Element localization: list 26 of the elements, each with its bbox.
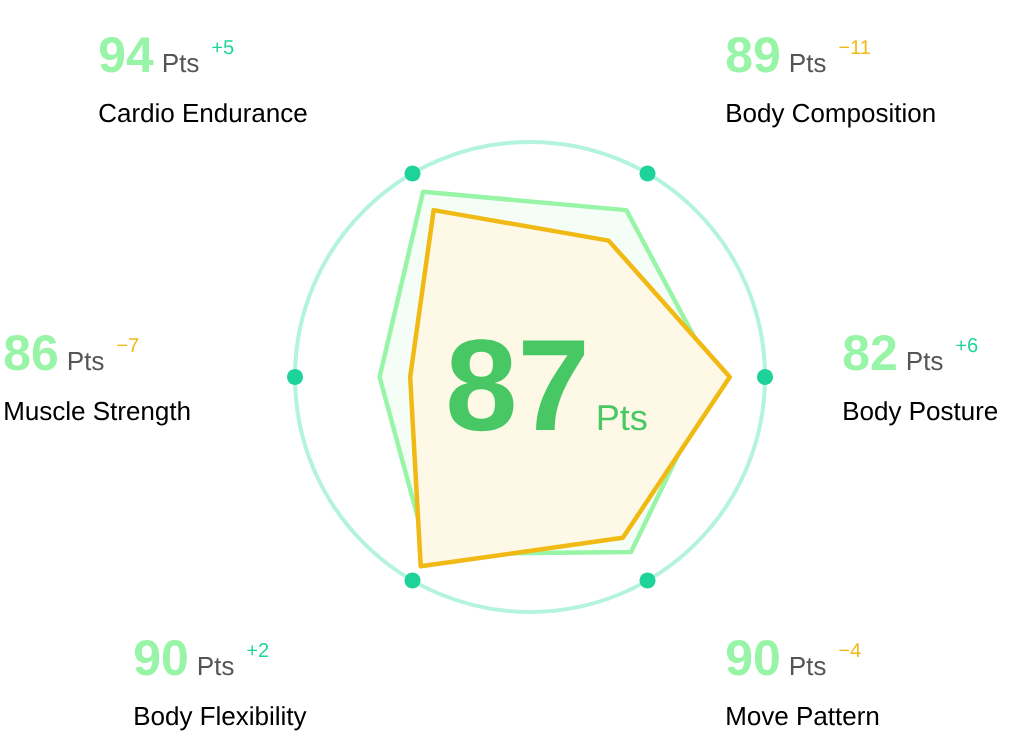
text: Pts	[790, 54, 826, 73]
text: Pts	[163, 54, 199, 73]
text: +6	[956, 338, 978, 353]
text: −7	[117, 338, 139, 352]
text: Pts	[790, 657, 826, 676]
text: 82	[843, 335, 896, 371]
text: 86	[4, 335, 58, 371]
text: Pts	[598, 405, 647, 431]
text: 94	[99, 37, 154, 73]
text: 90	[726, 640, 779, 676]
text: Pts	[907, 352, 943, 371]
spoke-label: Body Posture	[844, 401, 998, 426]
text: 90	[134, 640, 187, 676]
spoke-label: Body Flexibility	[135, 706, 307, 731]
text: −11	[839, 40, 870, 54]
text: +5	[212, 40, 234, 55]
spoke-label: Move Pattern	[727, 707, 879, 726]
text: Pts	[68, 352, 104, 371]
text: Pts	[198, 657, 234, 676]
spoke-label: Body Composition	[727, 103, 935, 128]
spoke-label: Cardio Endurance	[99, 103, 307, 123]
text: −4	[839, 643, 861, 657]
text: 87	[449, 339, 585, 432]
text: +2	[247, 643, 269, 657]
spoke-label: Muscle Strength	[5, 401, 190, 426]
text: 89	[726, 37, 779, 73]
